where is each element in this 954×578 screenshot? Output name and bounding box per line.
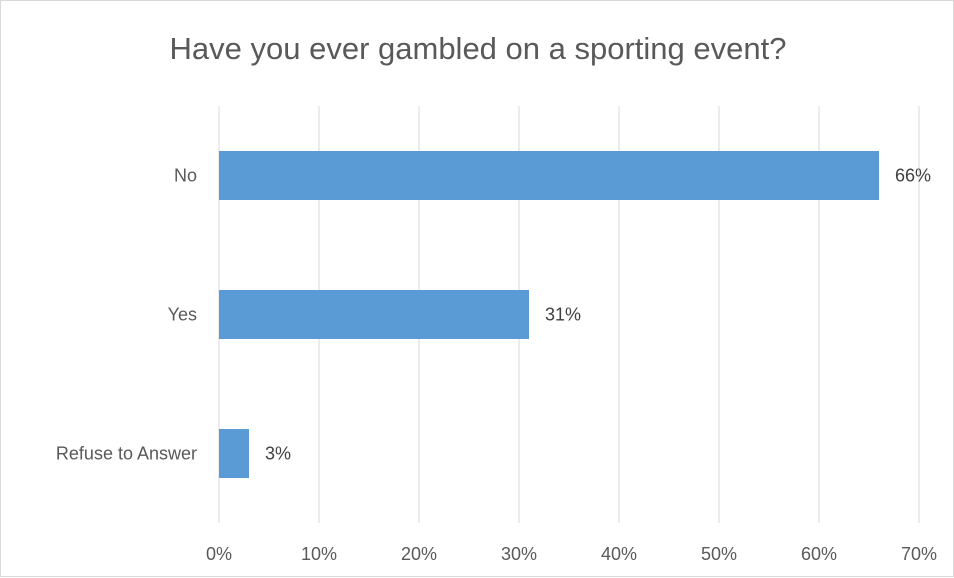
- x-tick-label: 70%: [901, 544, 937, 564]
- x-tick-label: 20%: [401, 544, 437, 564]
- bar-yes: [219, 290, 529, 339]
- x-tick-label: 60%: [801, 544, 837, 564]
- x-tick-label: 10%: [301, 544, 337, 564]
- data-label: 31%: [545, 305, 581, 325]
- bar-refuse-to-answer: [219, 429, 249, 478]
- bar-no: [219, 151, 879, 200]
- category-label: Yes: [168, 305, 197, 325]
- data-label: 3%: [265, 444, 291, 464]
- x-tick-label: 50%: [701, 544, 737, 564]
- category-label: No: [174, 166, 197, 186]
- x-tick-label: 0%: [206, 544, 232, 564]
- x-tick-label: 30%: [501, 544, 537, 564]
- x-tick-label: 40%: [601, 544, 637, 564]
- data-label: 66%: [895, 166, 931, 186]
- category-label: Refuse to Answer: [56, 444, 197, 464]
- chart-title: Have you ever gambled on a sporting even…: [169, 31, 787, 66]
- labels: 0% 10% 20% 30% 40% 50% 60% 70% No 66% Yes 31% Refuse…: [56, 166, 937, 565]
- bars: [219, 151, 879, 478]
